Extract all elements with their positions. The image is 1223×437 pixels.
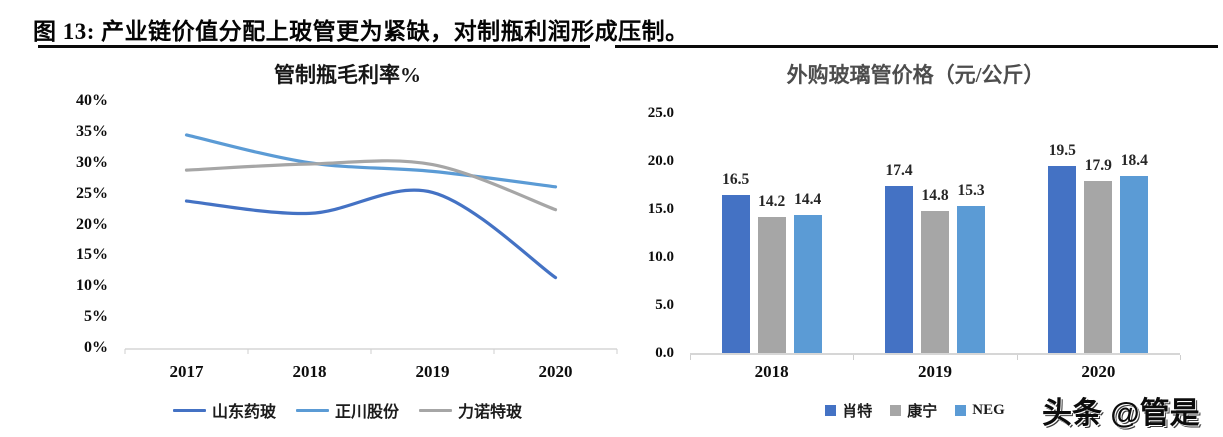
- legend-item-zhengchuan-shares: 正川股份: [295, 398, 399, 422]
- line-chart-y-tick-label: 15%: [76, 246, 108, 264]
- bar-schott-2018: [721, 194, 750, 353]
- line-chart-x-tick-label: 2017: [169, 362, 204, 381]
- bar-label-neg-2018: 14.4: [794, 190, 822, 208]
- line-chart-x-tick-label: 2020: [538, 362, 573, 381]
- bar-chart-y-tick-label: 20.0: [647, 153, 674, 169]
- line-chart-y-tick-label: 5%: [84, 308, 108, 326]
- line-chart-y-tick-label: 20%: [76, 215, 108, 233]
- legend-label-neg: NEG: [972, 402, 1005, 418]
- legend-label-shandong-pharma-glass: 山东药玻: [211, 404, 276, 421]
- bar-label-neg-2019: 15.3: [957, 182, 985, 200]
- figure-caption: 图 13: 产业链价值分配上玻管更为紧缺，对制瓶利润形成压制。: [33, 19, 689, 44]
- line-chart-legend: 山东药玻 正川股份 力诺特玻: [100, 398, 595, 422]
- bar-chart-x-tick-label: 2020: [1081, 362, 1116, 381]
- line-chart-y-tick-label: 40%: [76, 92, 108, 109]
- legend-item-schott: 肖特: [825, 400, 872, 421]
- caption-underline-right: [615, 45, 1218, 48]
- bar-neg-2018: [793, 214, 822, 353]
- legend-square-swatch-neg: [955, 405, 967, 416]
- bar-chart-axis-tick: [853, 355, 855, 360]
- bar-chart-axis-tick: [1180, 355, 1181, 360]
- bar-label-corning-2020: 17.9: [1084, 157, 1112, 175]
- legend-square-swatch-schott: [825, 405, 837, 416]
- bar-chart-x-tick-label: 2018: [754, 362, 789, 381]
- legend-square-swatch-corning: [890, 405, 902, 416]
- bar-neg-2020: [1120, 176, 1149, 353]
- watermark: 头条 @管是: [1042, 397, 1200, 430]
- line-series-zhengchuan-shares: [184, 133, 558, 189]
- bar-neg-2019: [957, 206, 985, 353]
- legend-label-corning: 康宁: [907, 404, 938, 420]
- legend-item-shandong-pharma-glass: 山东药玻: [172, 398, 276, 422]
- legend-line-swatch-linuo-special-glass: [419, 408, 452, 412]
- legend-item-corning: 康宁: [890, 400, 937, 421]
- bar-chart-legend: 肖特 康宁 NEG: [690, 400, 1140, 421]
- bar-schott-2020: [1048, 165, 1077, 353]
- legend-item-neg: NEG: [955, 402, 1005, 419]
- line-chart-y-tick-label: 25%: [76, 184, 108, 202]
- bar-label-corning-2018: 14.2: [758, 192, 786, 210]
- bar-chart-y-tick-label: 0.0: [655, 345, 674, 361]
- line-chart-title: 管制瓶毛利率%: [274, 63, 421, 87]
- bar-chart-axis-tick: [690, 355, 691, 360]
- line-chart-y-tick-label: 0%: [84, 339, 108, 356]
- bar-chart-y-tick-label: 25.0: [647, 105, 674, 121]
- bar-chart-title: 外购玻璃管价格（元/公斤）: [786, 63, 1045, 87]
- bar-chart-y-tick-label: 5.0: [655, 297, 674, 313]
- legend-line-swatch-shandong-pharma-glass: [172, 408, 206, 412]
- legend-label-zhengchuan-shares: 正川股份: [334, 404, 399, 421]
- line-series-shandong-pharma-glass: [184, 188, 558, 280]
- caption-underline-left: [38, 45, 590, 48]
- line-series-linuo-special-glass: [184, 159, 558, 212]
- line-chart-y-tick-label: 10%: [76, 277, 108, 295]
- line-chart-y-tick-label: 35%: [76, 122, 108, 140]
- bar-chart-baseline: [690, 353, 1180, 355]
- bar-label-corning-2019: 14.8: [921, 186, 949, 204]
- legend-label-schott: 肖特: [842, 404, 873, 420]
- legend-line-swatch-zhengchuan-shares: [295, 408, 329, 412]
- bar-label-neg-2020: 18.4: [1120, 152, 1148, 170]
- line-chart-x-tick-label: 2019: [415, 362, 450, 381]
- bar-corning-2020: [1084, 181, 1113, 353]
- bar-chart-y-tick-label: 10.0: [647, 249, 674, 265]
- bar-label-schott-2020: 19.5: [1048, 141, 1076, 159]
- legend-label-linuo-special-glass: 力诺特玻: [458, 404, 523, 421]
- bar-label-schott-2019: 17.4: [885, 161, 913, 179]
- bar-chart-y-tick-label: 15.0: [647, 201, 674, 217]
- bar-chart-x-tick-label: 2019: [918, 362, 952, 381]
- legend-item-linuo-special-glass: 力诺特玻: [419, 398, 522, 422]
- line-chart-y-tick-label: 30%: [76, 153, 108, 171]
- bar-chart-axis-tick: [1016, 355, 1018, 360]
- bar-corning-2018: [757, 216, 786, 353]
- bar-corning-2019: [921, 210, 949, 353]
- bar-schott-2019: [885, 185, 913, 353]
- line-chart-x-tick-label: 2018: [292, 362, 327, 381]
- bar-label-schott-2018: 16.5: [722, 170, 750, 188]
